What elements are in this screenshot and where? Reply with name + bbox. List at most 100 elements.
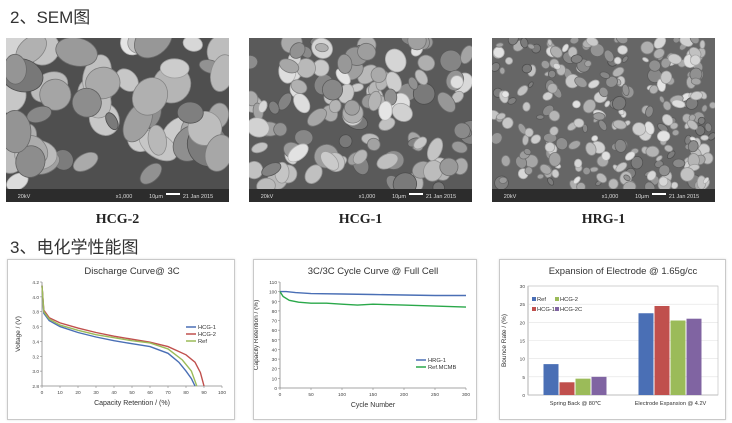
- y-tick-label: 3.4: [32, 339, 39, 345]
- series-line-hcg-2: [41, 285, 205, 387]
- sem-particle: [573, 176, 581, 185]
- sem-particle: [517, 85, 529, 97]
- sem-particle: [273, 122, 288, 137]
- sem-particle: [588, 79, 600, 89]
- sem-particle: [249, 54, 259, 70]
- sem-particle: [669, 122, 679, 130]
- bar-hcg-1-0: [559, 382, 575, 395]
- sem-particle: [139, 162, 163, 185]
- sem-particle: [453, 122, 471, 139]
- sem-particle: [551, 169, 560, 179]
- bar-ref-0: [543, 364, 559, 395]
- y-tick-label: 50: [272, 338, 278, 344]
- sem-particle: [6, 110, 32, 154]
- sem-particle: [598, 86, 609, 98]
- sem-caption-hcg-1: HCG-1: [338, 212, 383, 227]
- x-tick-label: 20: [75, 390, 81, 396]
- sem-particle: [648, 59, 661, 72]
- sem-particle: [584, 60, 592, 68]
- sem-scale-bar: [652, 193, 666, 195]
- x-tick-label: 60: [147, 390, 153, 396]
- sem-particle: [72, 151, 99, 172]
- sem-particle: [613, 56, 622, 65]
- legend-swatch-hcg-2c: [555, 307, 559, 311]
- sem-particle: [660, 70, 673, 84]
- sem-particle: [176, 101, 204, 124]
- sem-particle: [704, 122, 713, 133]
- sem-particle: [530, 134, 541, 145]
- sem-particle: [495, 112, 506, 121]
- series-line-ref: [41, 285, 198, 387]
- sem-particle: [287, 143, 309, 163]
- chart-title: Discharge Curve@ 3C: [84, 266, 179, 277]
- series-line-hrg-1: [280, 290, 466, 297]
- y-tick-label: 10: [272, 376, 278, 382]
- sem-particle: [596, 172, 608, 184]
- sem-info-bar: [6, 189, 229, 202]
- sem-particle: [700, 134, 709, 141]
- sem-particle: [536, 114, 545, 120]
- series-line-ref-mcmb: [279, 291, 467, 308]
- expansion-svg: Expansion of Electrode @ 1.65g/cc Bounce …: [501, 266, 719, 407]
- sem-particle: [642, 57, 649, 63]
- sem-image-hrg-1: 20kV x1,000 10μm 21 Jan 2015: [492, 38, 715, 202]
- sem-particle: [520, 38, 529, 49]
- sem-particle: [592, 112, 606, 121]
- bar-ref-1: [638, 313, 654, 395]
- sem-particle: [646, 170, 657, 181]
- sem-particle: [182, 38, 203, 52]
- y-tick-label: 90: [272, 299, 278, 305]
- sem-particle: [709, 101, 715, 109]
- sem-particle: [293, 93, 311, 114]
- sem-particle: [661, 114, 674, 126]
- sem-particle: [413, 136, 428, 150]
- performance-section-heading: 3、电化学性能图: [10, 238, 139, 257]
- y-tick-label: 4.0: [32, 295, 39, 301]
- sem-particle: [544, 141, 556, 153]
- sem-particle: [500, 155, 511, 167]
- sem-particle: [697, 116, 706, 125]
- sem-particle: [645, 105, 654, 118]
- x-tick-label: 0: [279, 392, 282, 398]
- sem-particle: [337, 53, 353, 74]
- sem-particle: [384, 48, 407, 73]
- x-tick-label: 150: [369, 392, 377, 398]
- sem-particle: [527, 43, 536, 50]
- sem-particle: [555, 137, 569, 151]
- sem-particle: [612, 66, 625, 77]
- legend-label-ref: Ref: [537, 297, 546, 303]
- x-tick-label: 80: [183, 390, 189, 396]
- y-axis-label: Voltage / (V): [15, 316, 22, 352]
- sem-particle: [630, 156, 644, 170]
- y-tick-label: 3.8: [32, 310, 39, 316]
- x-tick-label: 200: [400, 392, 408, 398]
- x-tick-label: 0: [41, 390, 44, 396]
- x-tick-label: 300: [462, 392, 470, 398]
- sem-particle: [539, 163, 552, 175]
- sem-particle: [702, 177, 710, 184]
- sem-particle: [586, 38, 599, 47]
- legend-label-ref: Ref: [198, 339, 207, 345]
- sem-particle: [617, 45, 628, 55]
- sem-particle: [569, 38, 580, 45]
- sem-particle: [460, 45, 472, 65]
- y-tick-label: 3.2: [32, 354, 39, 360]
- sem-particle: [690, 77, 702, 86]
- sem-particle: [548, 110, 561, 122]
- sem-particle: [423, 160, 444, 182]
- sem-particle: [344, 99, 360, 116]
- sem-particle: [439, 157, 459, 177]
- sem-info-bar: [492, 189, 715, 202]
- sem-particle: [582, 123, 589, 133]
- sem-particle: [439, 49, 463, 72]
- sem-caption-hcg-2: HCG-2: [95, 212, 140, 227]
- sem-particle: [582, 166, 591, 176]
- sem-particle: [407, 38, 427, 51]
- sem-particle: [667, 53, 682, 65]
- sem-image-hcg-1: 20kV x1,000 10μm 21 Jan 2015: [249, 38, 472, 202]
- sem-particle: [662, 100, 672, 111]
- sem-image-hcg-2: 20kV x1,000 10μm 21 Jan 2015: [6, 38, 229, 202]
- sem-particle: [15, 145, 46, 178]
- legend-swatch-ref: [532, 297, 536, 301]
- category-label: Electrode Expansion @ 4.2V: [635, 401, 707, 407]
